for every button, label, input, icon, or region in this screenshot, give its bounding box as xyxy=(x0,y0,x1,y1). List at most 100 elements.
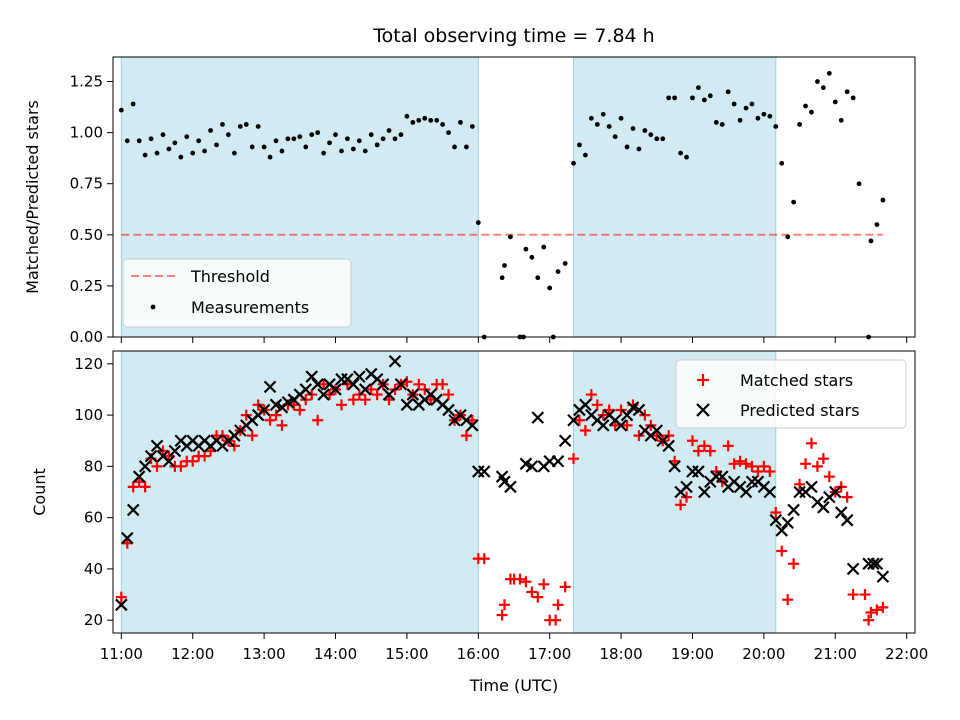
matched-star-point xyxy=(187,455,199,467)
matched-star-point xyxy=(698,440,710,452)
predicted-star-point xyxy=(388,354,402,368)
measurement-point xyxy=(719,122,725,127)
predicted-star-point xyxy=(121,531,134,545)
predicted-star-point xyxy=(715,470,729,483)
top-legend-box xyxy=(122,258,352,328)
predicted-star-point xyxy=(347,378,360,391)
measurement-point xyxy=(725,89,731,95)
measurement-point xyxy=(243,122,249,127)
matched-star-point xyxy=(306,389,318,401)
measurement-point xyxy=(374,142,380,148)
matched-star-point xyxy=(859,589,871,601)
measurement-point xyxy=(648,132,654,138)
top-plot-frame xyxy=(112,56,916,338)
measurement-point xyxy=(440,122,446,127)
matched-star-point xyxy=(782,594,794,606)
predicted-star-point xyxy=(834,506,848,519)
measurement-point xyxy=(594,122,600,127)
matched-star-point xyxy=(871,604,883,616)
measurements-legend-label: Measurements xyxy=(191,298,309,317)
predicted-star-point xyxy=(329,383,342,396)
y-tick-label: 40 xyxy=(84,560,103,578)
matched-star-point xyxy=(559,581,571,593)
matched-star-point xyxy=(800,458,812,470)
predicted-legend-marker xyxy=(696,403,710,417)
measurement-point xyxy=(178,154,184,160)
measurement-point xyxy=(701,97,707,103)
measurement-point xyxy=(469,124,475,129)
measurement-point xyxy=(285,136,291,142)
measurement-point xyxy=(416,117,422,123)
matched-star-point xyxy=(645,419,657,431)
matched-star-point xyxy=(704,445,716,457)
measurement-point xyxy=(588,115,594,121)
measurement-point xyxy=(422,115,428,121)
predicted-star-point xyxy=(620,408,634,422)
matched-star-point xyxy=(579,424,591,436)
measurement-point xyxy=(267,154,273,160)
y-tick-label: 20 xyxy=(84,611,103,629)
measurement-point xyxy=(464,144,469,150)
measurement-point xyxy=(190,150,196,156)
measurement-point xyxy=(130,101,136,107)
matched-legend-label: Matched stars xyxy=(740,371,853,390)
measurement-point xyxy=(202,148,208,154)
y-tick-label: 60 xyxy=(84,509,103,527)
bottom-x-ticks: 11:00 12:00 13:00 14:00 15:00 16:00 17:00 18:00… xyxy=(100,633,928,663)
matched-star-point xyxy=(734,455,746,467)
measurement-point xyxy=(446,130,451,136)
x-tick-label: 16:00 xyxy=(457,645,500,663)
matched-star-point xyxy=(863,614,875,626)
matched-star-point xyxy=(573,414,585,426)
measurement-point xyxy=(327,140,332,146)
predicted-star-point xyxy=(787,503,800,517)
y-tick-label: 0.25 xyxy=(70,277,103,295)
measurement-point xyxy=(321,150,327,156)
measurement-point xyxy=(600,111,606,117)
matched-star-point xyxy=(591,399,603,411)
predicted-star-point xyxy=(551,454,565,468)
matched-star-point xyxy=(312,414,324,426)
matched-star-point xyxy=(460,430,472,442)
matched-star-point xyxy=(770,507,782,519)
predicted-legend-label: Predicted stars xyxy=(740,401,860,420)
measurement-point xyxy=(749,101,755,107)
matched-star-point xyxy=(817,453,829,465)
matched-star-point xyxy=(520,576,532,588)
measurement-point xyxy=(826,70,832,76)
predicted-star-point xyxy=(781,516,794,530)
measurement-point xyxy=(690,95,695,101)
measurement-point xyxy=(666,95,672,101)
predicted-star-point xyxy=(828,485,842,499)
measurement-point xyxy=(362,148,368,154)
predicted-star-point xyxy=(531,411,545,424)
matched-star-point xyxy=(228,440,240,452)
bottom-legend: Matched stars Predicted stars xyxy=(675,359,907,429)
predicted-star-point xyxy=(150,439,164,453)
measurement-point xyxy=(684,154,689,160)
measurement-point xyxy=(208,128,213,133)
matched-star-point xyxy=(498,599,510,611)
matched-star-point xyxy=(419,383,431,395)
measurement-point xyxy=(547,285,553,291)
predicted-star-point xyxy=(311,378,324,391)
measurement-point xyxy=(773,124,779,129)
measurement-point xyxy=(820,85,826,91)
predicted-star-point xyxy=(614,419,628,432)
measurement-point xyxy=(499,275,505,281)
matched-star-point xyxy=(294,404,306,416)
predicted-star-point xyxy=(353,370,366,383)
bottom-panel: 20 40 60 80 100 120 11:00 12:00 13:00 14:00 15:00… xyxy=(30,350,928,695)
measurement-point xyxy=(606,124,612,129)
measurement-point xyxy=(154,150,160,156)
threshold-legend-label: Threshold xyxy=(190,267,270,286)
measurement-point xyxy=(508,234,513,240)
predicted-star-point xyxy=(876,570,890,583)
predicted-star-point xyxy=(775,524,789,537)
measurement-point xyxy=(880,197,886,203)
matched-star-point xyxy=(675,499,687,511)
measurement-point xyxy=(214,142,219,148)
measurement-point xyxy=(249,144,255,150)
measurement-point xyxy=(356,138,362,144)
measurement-point xyxy=(309,132,315,138)
